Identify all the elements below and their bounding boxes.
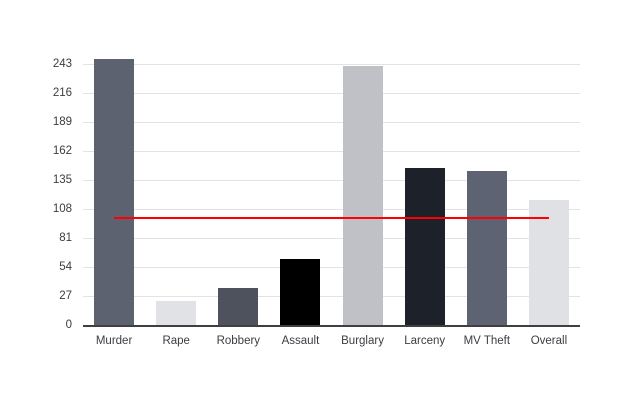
gridline-y-243 <box>83 63 580 65</box>
bar-burglary <box>342 66 383 326</box>
x-tick-label: MV Theft <box>463 335 511 347</box>
gridline-y-189 <box>83 121 580 123</box>
x-tick-label: Burglary <box>341 335 384 347</box>
bar-assault <box>280 258 321 326</box>
reference-line <box>114 216 549 219</box>
gridline-y-162 <box>83 150 580 152</box>
x-axis-line <box>83 325 580 327</box>
gridline-y-81 <box>83 237 580 239</box>
y-tick-label: 135 <box>52 173 72 186</box>
gridline-y-135 <box>83 179 580 181</box>
y-tick-label: 0 <box>65 319 72 331</box>
y-tick-label: 243 <box>52 57 72 70</box>
y-tick-label: 189 <box>52 115 72 128</box>
x-tick-label: Rape <box>162 335 190 347</box>
y-tick-label: 54 <box>59 260 72 273</box>
gridline-y-216 <box>83 92 580 94</box>
y-tick-label: 81 <box>59 231 72 244</box>
x-tick-label: Murder <box>95 335 133 347</box>
bar-rape <box>156 300 197 326</box>
x-tick-label: Assault <box>281 335 320 347</box>
gridline-y-27 <box>83 295 580 297</box>
gridline-y-108 <box>83 208 580 210</box>
bar-robbery <box>218 287 259 326</box>
x-tick-label: Overall <box>530 335 568 347</box>
y-tick-label: 216 <box>52 86 72 99</box>
bar-mv-theft <box>466 170 507 326</box>
y-tick-label: 27 <box>59 289 72 302</box>
y-tick-label: 108 <box>52 202 72 215</box>
y-tick-label: 162 <box>52 144 72 157</box>
x-tick-label: Larceny <box>404 335 446 347</box>
bar-murder <box>94 58 135 326</box>
bar-overall <box>528 199 569 326</box>
gridline-y-54 <box>83 266 580 268</box>
x-tick-label: Robbery <box>216 335 261 347</box>
bar-larceny <box>404 168 445 326</box>
